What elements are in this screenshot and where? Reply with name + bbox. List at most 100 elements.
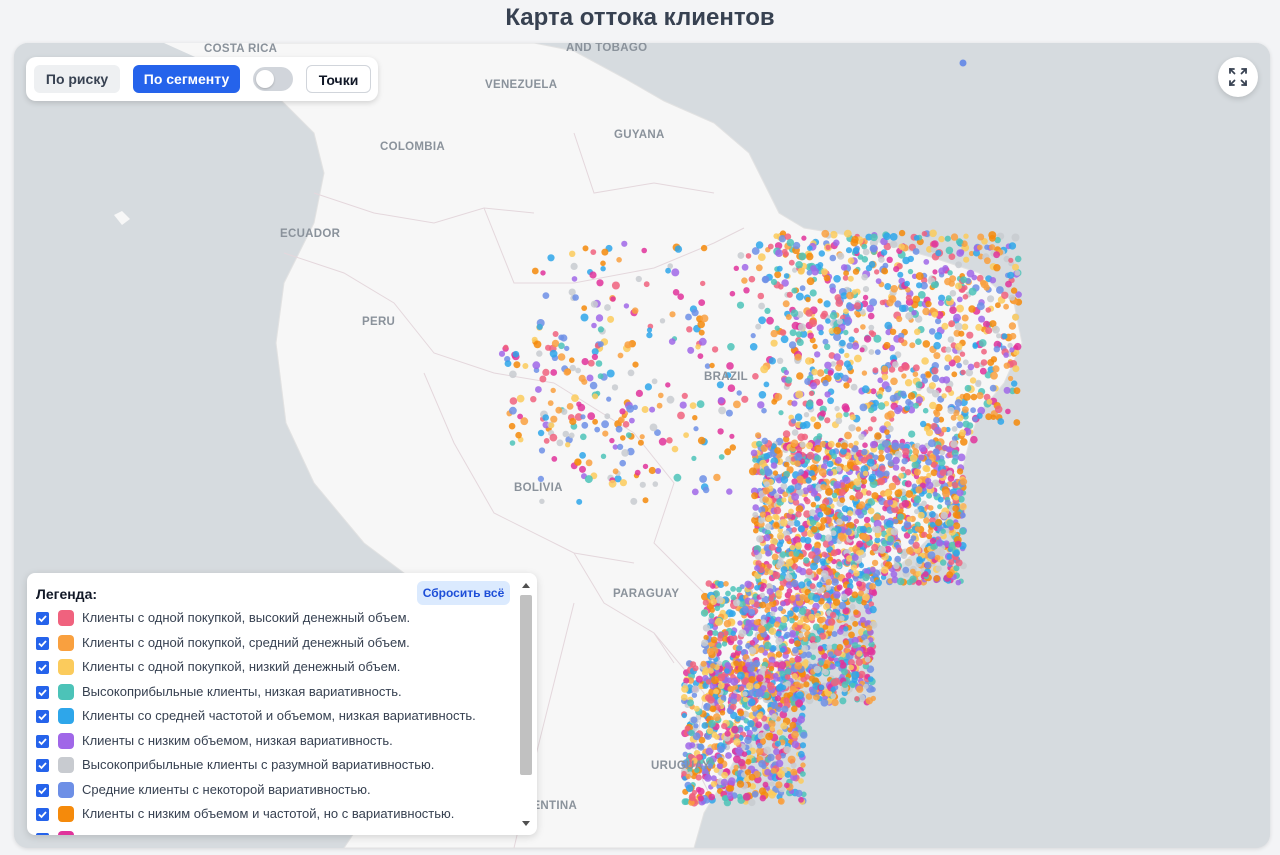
customer-point[interactable] bbox=[1009, 347, 1015, 353]
customer-point[interactable] bbox=[616, 257, 622, 263]
customer-point[interactable] bbox=[980, 359, 988, 366]
customer-point[interactable] bbox=[831, 578, 839, 586]
customer-point[interactable] bbox=[547, 254, 555, 262]
customer-point[interactable] bbox=[780, 476, 789, 484]
customer-point[interactable] bbox=[768, 627, 777, 635]
customer-point[interactable] bbox=[855, 491, 864, 500]
customer-point[interactable] bbox=[586, 374, 594, 382]
customer-point[interactable] bbox=[823, 300, 831, 308]
customer-point[interactable] bbox=[749, 599, 755, 605]
customer-point[interactable] bbox=[938, 549, 946, 557]
customer-point[interactable] bbox=[782, 248, 788, 255]
customer-point[interactable] bbox=[938, 235, 945, 243]
customer-point[interactable] bbox=[717, 631, 724, 638]
customer-point[interactable] bbox=[921, 531, 928, 538]
customer-point[interactable] bbox=[841, 515, 848, 522]
customer-point[interactable] bbox=[572, 294, 579, 301]
customer-point[interactable] bbox=[915, 486, 923, 494]
customer-point[interactable] bbox=[897, 513, 904, 521]
customer-point[interactable] bbox=[840, 593, 848, 601]
customer-point[interactable] bbox=[831, 699, 839, 707]
customer-point[interactable] bbox=[665, 267, 671, 274]
customer-point[interactable] bbox=[712, 630, 719, 636]
customer-point[interactable] bbox=[868, 641, 875, 648]
customer-point[interactable] bbox=[847, 275, 854, 282]
customer-point[interactable] bbox=[977, 233, 985, 241]
customer-point[interactable] bbox=[819, 440, 827, 448]
customer-point[interactable] bbox=[889, 328, 897, 335]
customer-point[interactable] bbox=[915, 381, 923, 389]
customer-point[interactable] bbox=[770, 339, 778, 347]
customer-point[interactable] bbox=[922, 340, 931, 348]
customer-point[interactable] bbox=[810, 654, 816, 661]
customer-point[interactable] bbox=[940, 511, 948, 520]
customer-point[interactable] bbox=[695, 344, 701, 350]
customer-point[interactable] bbox=[762, 496, 769, 503]
customer-point[interactable] bbox=[716, 643, 722, 649]
customer-point[interactable] bbox=[713, 473, 721, 482]
customer-point[interactable] bbox=[702, 624, 711, 632]
customer-point[interactable] bbox=[862, 442, 868, 449]
legend-item[interactable]: Высокоприбыльные клиенты, низкая вариати… bbox=[27, 682, 517, 707]
customer-point[interactable] bbox=[558, 342, 565, 350]
customer-point[interactable] bbox=[901, 457, 908, 465]
customer-point[interactable] bbox=[964, 384, 972, 392]
customer-point[interactable] bbox=[797, 619, 803, 626]
customer-point[interactable] bbox=[843, 382, 850, 389]
customer-point[interactable] bbox=[737, 671, 745, 680]
points-button[interactable]: Точки bbox=[306, 65, 371, 93]
customer-point[interactable] bbox=[775, 637, 783, 645]
legend-item[interactable]: Клиенты с низким объемом, низкая вариати… bbox=[27, 731, 517, 756]
customer-point[interactable] bbox=[794, 483, 802, 491]
customer-point[interactable] bbox=[592, 418, 598, 425]
customer-point[interactable] bbox=[869, 440, 878, 449]
customer-point[interactable] bbox=[846, 555, 853, 562]
customer-point[interactable] bbox=[863, 335, 872, 343]
customer-point[interactable] bbox=[789, 329, 797, 337]
customer-point[interactable] bbox=[795, 511, 802, 518]
customer-point[interactable] bbox=[756, 747, 764, 755]
customer-point[interactable] bbox=[674, 245, 683, 253]
customer-point[interactable] bbox=[503, 344, 509, 350]
customer-point[interactable] bbox=[1008, 322, 1017, 330]
customer-point[interactable] bbox=[955, 579, 962, 586]
customer-point[interactable] bbox=[834, 456, 842, 464]
customer-point[interactable] bbox=[990, 414, 997, 421]
customer-point[interactable] bbox=[878, 545, 887, 554]
customer-point[interactable] bbox=[752, 504, 759, 511]
customer-point[interactable] bbox=[951, 426, 958, 432]
customer-point[interactable] bbox=[788, 508, 794, 515]
customer-point[interactable] bbox=[809, 642, 818, 650]
customer-point[interactable] bbox=[565, 442, 571, 448]
customer-point[interactable] bbox=[950, 414, 957, 421]
customer-point[interactable] bbox=[1013, 387, 1021, 395]
customer-point[interactable] bbox=[931, 374, 940, 383]
customer-point[interactable] bbox=[784, 631, 791, 639]
customer-point[interactable] bbox=[705, 679, 712, 685]
customer-point[interactable] bbox=[785, 558, 794, 567]
customer-point[interactable] bbox=[714, 617, 723, 626]
customer-point[interactable] bbox=[806, 277, 815, 286]
customer-point[interactable] bbox=[948, 253, 956, 260]
customer-point[interactable] bbox=[809, 319, 817, 328]
customer-point[interactable] bbox=[784, 233, 792, 240]
customer-point[interactable] bbox=[781, 705, 789, 713]
customer-point[interactable] bbox=[1003, 303, 1009, 310]
customer-point[interactable] bbox=[806, 451, 815, 460]
customer-point[interactable] bbox=[504, 360, 512, 367]
customer-point[interactable] bbox=[814, 495, 821, 502]
customer-point[interactable] bbox=[867, 312, 875, 320]
customer-point[interactable] bbox=[752, 511, 759, 518]
customer-point[interactable] bbox=[1003, 352, 1009, 358]
customer-point[interactable] bbox=[758, 787, 767, 795]
customer-point[interactable] bbox=[925, 300, 932, 308]
customer-point[interactable] bbox=[592, 393, 599, 400]
customer-point[interactable] bbox=[804, 624, 810, 630]
customer-point[interactable] bbox=[773, 493, 780, 499]
customer-point[interactable] bbox=[891, 442, 900, 451]
customer-point[interactable] bbox=[823, 274, 831, 282]
customer-point[interactable] bbox=[886, 299, 894, 307]
customer-point[interactable] bbox=[509, 397, 518, 405]
customer-point[interactable] bbox=[768, 357, 777, 365]
customer-point[interactable] bbox=[699, 475, 707, 483]
